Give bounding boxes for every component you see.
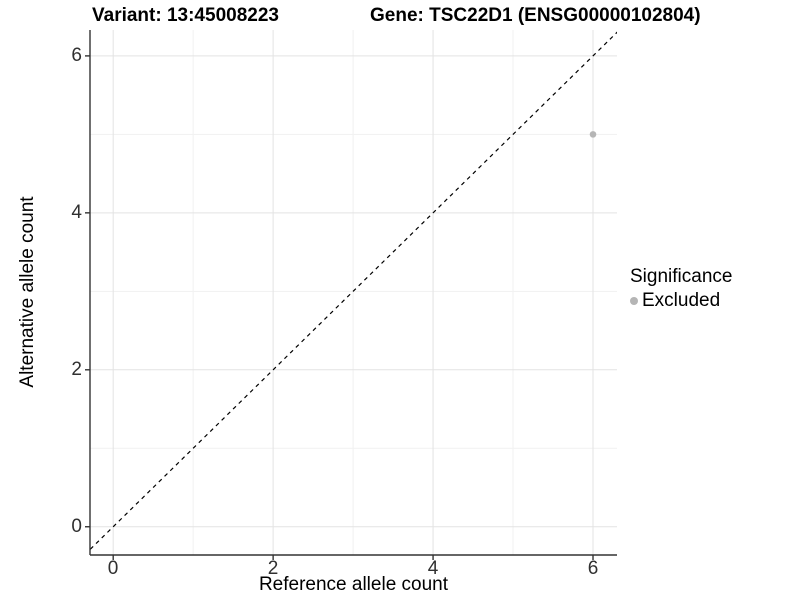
x-tick-label: 2 bbox=[267, 558, 279, 579]
identity-line bbox=[90, 31, 617, 551]
legend: Significance Excluded bbox=[630, 265, 732, 312]
x-axis-title: Reference allele count bbox=[258, 574, 449, 595]
y-tick-label: 2 bbox=[71, 359, 82, 380]
gene-title: Gene: TSC22D1 (ENSG00000102804) bbox=[370, 5, 701, 26]
x-tick-label: 0 bbox=[107, 558, 119, 579]
legend-item-excluded: Excluded bbox=[630, 290, 732, 312]
y-tick-label: 4 bbox=[71, 202, 82, 223]
y-tick-label: 0 bbox=[71, 516, 82, 537]
y-axis-title: Alternative allele count bbox=[17, 196, 38, 388]
excluded-point-icon bbox=[630, 297, 638, 305]
x-tick-label: 4 bbox=[427, 558, 439, 579]
legend-title: Significance bbox=[630, 266, 733, 287]
y-tick-label: 6 bbox=[71, 45, 82, 66]
x-tick-label: 6 bbox=[587, 558, 599, 579]
variant-title: Variant: 13:45008223 bbox=[92, 5, 279, 26]
data-point bbox=[589, 131, 597, 138]
legend-item-label: Excluded bbox=[642, 290, 721, 311]
